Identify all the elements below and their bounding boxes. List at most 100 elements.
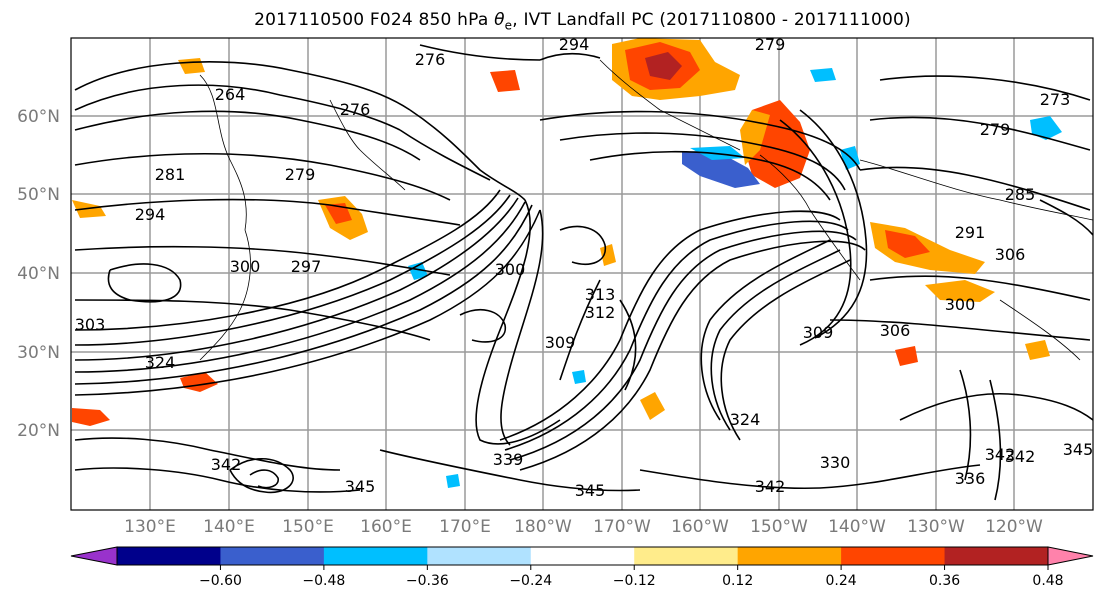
- contour-label: 313: [585, 285, 616, 304]
- lat-tick-label: 60°N: [17, 107, 60, 127]
- lon-tick-label: 150°W: [750, 517, 808, 537]
- positive-patch-west: [72, 408, 110, 426]
- negative-patch-alaska: [682, 150, 760, 188]
- colorbar: −0.60 −0.48 −0.36 −0.24 −0.12 0.12 0.24 0.36 0.4…: [70, 546, 1094, 589]
- negative-patch-n: [810, 68, 836, 82]
- colorbar-extension-high: [1047, 546, 1094, 566]
- positive-patch-se: [1025, 340, 1050, 360]
- lon-tick-label: 130°E: [124, 517, 176, 537]
- colorbar-segment: [841, 547, 946, 565]
- positive-patch-pacific-2: [895, 346, 918, 366]
- positive-patch-n2: [600, 244, 616, 266]
- colorbar-segment: [323, 547, 428, 565]
- lon-tick-label: 120°W: [985, 517, 1043, 537]
- contour-label: 264: [215, 85, 246, 104]
- lat-tick-label: 30°N: [17, 343, 60, 363]
- contour-label: 303: [75, 315, 106, 334]
- positive-patch-pacific-1: [640, 392, 665, 420]
- colorbar-segment: [634, 547, 739, 565]
- contour-label: 330: [820, 453, 851, 472]
- colorbar-tick-label: 0.48: [1032, 573, 1063, 589]
- map-area: [71, 38, 1093, 510]
- colorbar-tick-label: −0.12: [613, 573, 656, 589]
- contour-label: 279: [755, 35, 786, 54]
- lon-tick-label: 180°W: [514, 517, 572, 537]
- colorbar-tick-label: 0.24: [826, 573, 857, 589]
- theta-e-contours: [74, 44, 1093, 501]
- contour-label: 291: [955, 223, 986, 242]
- coastlines: [199, 59, 1093, 361]
- lon-tick-label: 170°E: [439, 517, 491, 537]
- contour-label: 300: [230, 257, 261, 276]
- colorbar-segment: [427, 547, 532, 565]
- contour-label: 324: [145, 353, 176, 372]
- lon-tick-label: 160°E: [360, 517, 412, 537]
- contour-label: 279: [285, 165, 316, 184]
- contour-label: 294: [559, 35, 590, 54]
- theta-symbol: θ: [494, 10, 505, 30]
- contour-label: 279: [980, 120, 1011, 139]
- contour-label: 342: [985, 445, 1016, 464]
- lon-tick-label: 140°W: [828, 517, 886, 537]
- colorbar-segment: [944, 547, 1049, 565]
- colorbar-tick-label: −0.36: [406, 573, 449, 589]
- contour-label: 294: [135, 205, 166, 224]
- colorbar-segment: [530, 547, 635, 565]
- colorbar-segment: [220, 547, 325, 565]
- contour-label: 345: [1063, 440, 1094, 459]
- contour-label: 309: [803, 323, 834, 342]
- theta-subscript: e: [504, 18, 513, 33]
- lon-tick-label: 160°W: [671, 517, 729, 537]
- negative-patch-ne: [1030, 116, 1062, 140]
- contour-label: 300: [945, 295, 976, 314]
- contour-label: 324: [730, 410, 761, 429]
- contour-label: 297: [291, 257, 322, 276]
- lat-tick-label: 50°N: [17, 185, 60, 205]
- graticule: [71, 38, 1093, 510]
- lon-tick-label: 150°E: [282, 517, 334, 537]
- positive-patch-east-2: [925, 280, 995, 302]
- colorbar-segment: [117, 547, 221, 565]
- contour-label: 309: [545, 333, 576, 352]
- contour-label: 300: [495, 260, 526, 279]
- colorbar-outline: [116, 546, 1049, 566]
- map-frame: [70, 37, 1094, 511]
- longitude-labels: 130°E 140°E 150°E 160°E 170°E 180°W 170°W 160°W…: [124, 517, 1043, 537]
- negative-patch-s: [446, 474, 460, 488]
- chart-title: 2017110500 F024 850 hPa θe, IVT Landfall…: [254, 10, 911, 33]
- lon-tick-label: 140°E: [203, 517, 255, 537]
- contour-label: 306: [880, 321, 911, 340]
- contour-label: 339: [493, 450, 524, 469]
- contour-label: 273: [1040, 90, 1071, 109]
- negative-patch-sw: [572, 370, 586, 384]
- colorbar-tick-label: 0.12: [722, 573, 753, 589]
- positive-patch-east-core: [885, 230, 930, 258]
- colorbar-tick-label: −0.60: [199, 573, 242, 589]
- contour-label: 312: [585, 303, 616, 322]
- contour-label: 276: [415, 50, 446, 69]
- colorbar-extension-low: [70, 546, 118, 566]
- colorbar-tick-label: −0.48: [302, 573, 345, 589]
- contour-labels: 294 276 264 276 279 281 294 297 300 300 303 313 324 3…: [75, 35, 1094, 500]
- contour-label: 285: [1005, 185, 1036, 204]
- contour-label: 342: [211, 455, 242, 474]
- lat-tick-label: 40°N: [17, 264, 60, 284]
- lat-tick-label: 20°N: [17, 421, 60, 441]
- positive-patch-ne: [490, 70, 520, 92]
- colorbar-tick-label: 0.36: [929, 573, 960, 589]
- anomaly-patches: [72, 38, 1062, 488]
- lon-tick-label: 170°W: [593, 517, 651, 537]
- contour-label: 342: [755, 477, 786, 496]
- negative-patch-c: [408, 262, 428, 280]
- colorbar-segment: [737, 547, 842, 565]
- positive-patch-north-deep: [645, 52, 682, 80]
- latitude-labels: 20°N 30°N 40°N 50°N 60°N: [17, 107, 60, 441]
- contour-label: 281: [155, 165, 186, 184]
- contour-label: 336: [955, 469, 986, 488]
- contour-label: 276: [340, 100, 371, 119]
- contour-label: 342: [1005, 447, 1036, 466]
- contour-label: 345: [575, 481, 606, 500]
- contour-label: 345: [345, 477, 376, 496]
- contour-label: 306: [995, 245, 1026, 264]
